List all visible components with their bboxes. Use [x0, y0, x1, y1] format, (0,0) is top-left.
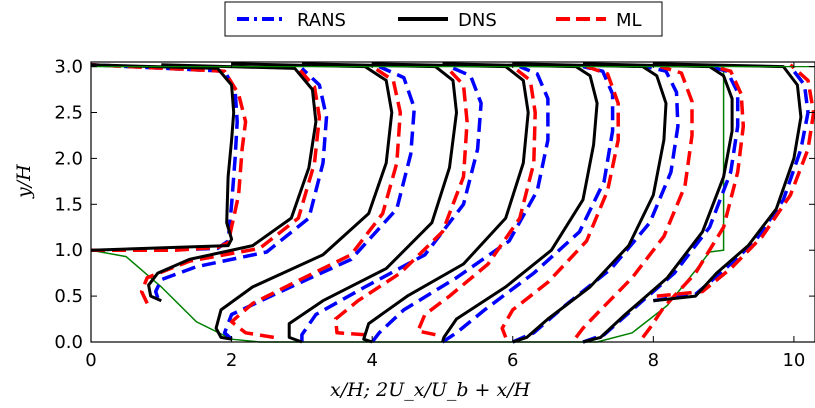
y-tick-label: 1.0	[54, 240, 83, 261]
x-tick-label: 2	[226, 350, 237, 371]
series-ml-profile-5	[500, 64, 620, 339]
series-ml-profile-3	[333, 65, 469, 337]
legend-label-rans: RANS	[297, 10, 346, 31]
legend-label-ml: ML	[616, 10, 642, 31]
series-rans-profile-5	[441, 64, 615, 344]
series-dns-profile-7	[582, 62, 734, 344]
series-ml-profile-2	[229, 65, 403, 340]
x-tick-label: 4	[366, 350, 377, 371]
axes: 0 2 4 6 8 10 0.0 0.5 1.0 1.5 2.0 2.5 3.0	[54, 57, 815, 371]
series-dns-profile-5	[441, 62, 599, 343]
series-dns-profile-3	[287, 62, 458, 344]
series-ml-profile-6	[574, 64, 694, 339]
plot-frame	[90, 61, 815, 343]
y-tick-label: 2.5	[54, 102, 83, 123]
x-tick-label: 6	[507, 350, 518, 371]
y-tick-label: 3.0	[54, 57, 83, 78]
x-axis-label: x/H; 2U_x/U_b + x/H	[330, 379, 531, 401]
series-ml-profile-1	[139, 67, 322, 305]
series-rans-profile-3	[300, 64, 483, 342]
series-rans-profile-0	[90, 63, 239, 252]
y-tick-label: 0.0	[54, 332, 83, 353]
series-dns-profile-4	[362, 62, 530, 344]
series-ml-profile-0	[90, 63, 248, 252]
y-tick-label: 1.5	[54, 194, 83, 215]
series-dns-profile-8	[653, 62, 803, 303]
series-rans-profile-2	[222, 65, 417, 341]
series-ml-profile-7	[641, 64, 746, 339]
plot-area	[90, 62, 815, 344]
series-dns-profile-2	[214, 62, 394, 341]
y-tick-label: 0.5	[54, 286, 83, 307]
x-tick-label: 8	[648, 350, 659, 371]
series-rans-profile-7	[582, 64, 740, 344]
series-ml-profile-4	[416, 65, 537, 337]
series-dns-profile-1	[147, 63, 318, 303]
series-ml-profile-8	[656, 63, 815, 298]
series-rans-profile-1	[153, 67, 329, 299]
x-tick-label: 0	[85, 350, 96, 371]
legend-label-dns: DNS	[458, 10, 497, 31]
series-dns-profile-0	[90, 63, 236, 252]
series-dns-profile-6	[512, 62, 668, 344]
hill-geometry-line	[90, 66, 725, 343]
series-rans-profile-4	[370, 64, 550, 344]
x-tick-label: 10	[782, 350, 805, 371]
y-tick-label: 2.0	[54, 148, 83, 169]
legend: RANS DNS ML	[224, 1, 663, 37]
y-axis-label: y/H	[13, 164, 35, 199]
